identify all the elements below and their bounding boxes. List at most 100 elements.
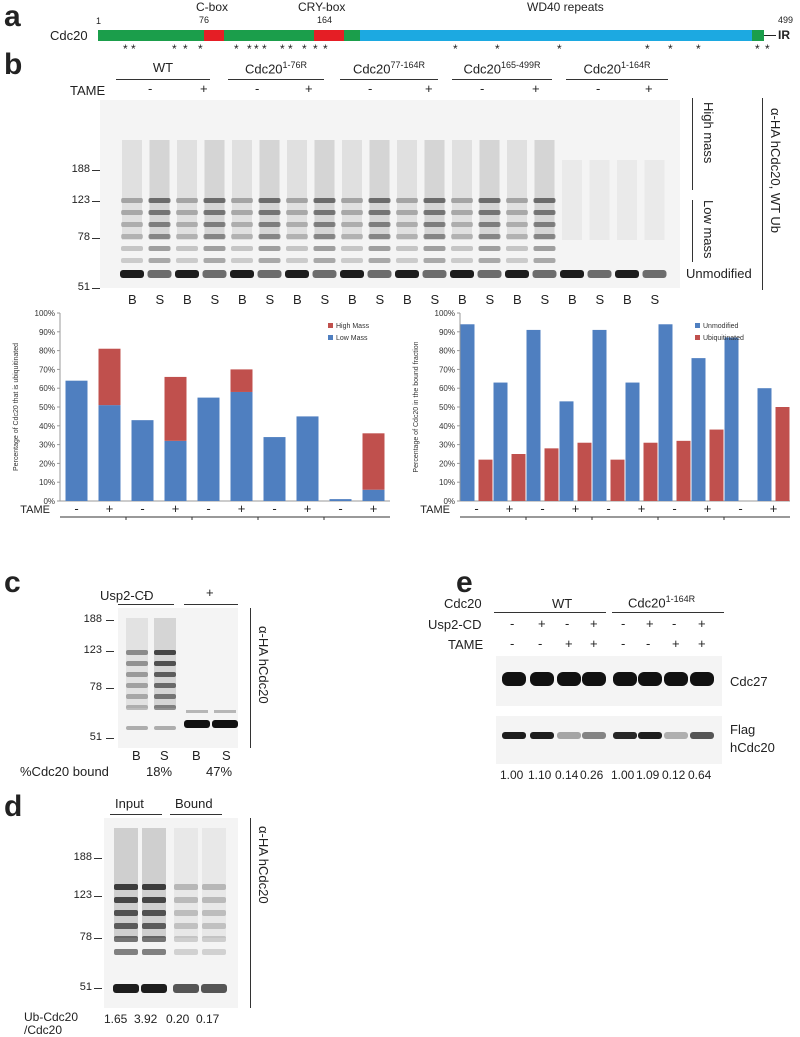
gel-band (154, 672, 176, 677)
y-tick-label: 20% (39, 459, 55, 468)
lysine-asterisk: * (302, 42, 307, 56)
usp2-minus: - (143, 587, 148, 602)
high-mass-label: High mass (701, 102, 716, 164)
gel-band (203, 222, 226, 227)
ratio-value: 0.20 (166, 1012, 190, 1026)
usp2-plus-line (184, 604, 238, 605)
mw-marker: 78 (77, 231, 90, 243)
legend-label: Ubiquitinated (703, 335, 744, 342)
flag-label-2: hCdc20 (730, 740, 775, 755)
gel-band-unmodified (505, 270, 529, 278)
bar-high-mass (230, 369, 253, 392)
gel-band (203, 210, 226, 215)
gel-band (423, 258, 446, 263)
antibody-bracket-c (250, 608, 251, 748)
bar-unmodified (526, 329, 541, 501)
gel-band (533, 210, 556, 215)
group-label: Cdc201-164R (566, 60, 668, 76)
low-mass-label: Low mass (701, 200, 716, 259)
ratio-value: 0.17 (196, 1012, 220, 1026)
mw-tick (106, 688, 114, 689)
antibody-label-c: α-HA hCdc20 (256, 626, 271, 704)
gel-band-unmodified (340, 270, 364, 278)
group-sup: 77-164R (390, 60, 426, 70)
lysine-asterisk: * (313, 42, 318, 56)
gel-band-unmodified (120, 270, 144, 278)
group-label: Cdc20165-499R (452, 60, 552, 76)
gel-band (258, 234, 281, 239)
group-line (452, 79, 552, 80)
crybox-label: CRY-box (298, 0, 346, 14)
tame-sign: + (532, 81, 540, 96)
mw-tick (92, 238, 100, 239)
tame-sign: - (255, 81, 260, 96)
cbox-label: C-box (196, 0, 229, 14)
mw-marker: 188 (83, 613, 102, 625)
bar-low-mass (164, 440, 187, 501)
mw-marker: 51 (89, 731, 102, 743)
mw-marker: 123 (71, 194, 90, 206)
usp2-label-e: Usp2-CD (428, 617, 482, 632)
gel-band (174, 884, 198, 890)
gel-band (478, 246, 501, 251)
gel-band (202, 884, 226, 890)
usp2-sign: - (672, 616, 677, 631)
gel-band-cdc27 (664, 672, 688, 686)
y-tick-label: 60% (39, 384, 55, 393)
domain-green-2 (224, 30, 314, 41)
lane-label: B (568, 292, 577, 307)
gel-band (286, 210, 308, 215)
gel-band-unmodified (615, 270, 639, 278)
position-164: 164 (317, 15, 333, 25)
y-tick-label: 10% (39, 478, 55, 487)
lane-label: S (650, 292, 660, 307)
gel-band (506, 222, 528, 227)
gel-band (341, 246, 363, 251)
tame-sign: + (425, 81, 433, 96)
gel-band-unmodified (126, 726, 148, 730)
gel-band (533, 222, 556, 227)
gel-band (423, 210, 446, 215)
bar-low-mass (362, 489, 385, 501)
legend-swatch (695, 323, 700, 328)
group-sup: 1-76R (282, 60, 308, 70)
gel-smear (174, 828, 198, 938)
wt-label-e: WT (552, 596, 573, 611)
gel-band (154, 694, 176, 699)
gel-band (478, 234, 501, 239)
bar-ubiquitinated (643, 442, 658, 501)
gel-band (176, 222, 198, 227)
tame-sign: - (621, 636, 626, 651)
bar-unmodified (493, 382, 508, 501)
gel-smear (507, 140, 527, 240)
gel-band-unmodified (560, 270, 584, 278)
quant-value: 0.64 (688, 768, 712, 782)
gel-band (121, 234, 143, 239)
lane-label: S (155, 292, 165, 307)
gel-band (423, 222, 446, 227)
tame-sign: - (148, 81, 153, 96)
gel-band (396, 222, 418, 227)
gel-band (506, 258, 528, 263)
legend-swatch (695, 335, 700, 340)
bar-unmodified (658, 324, 673, 501)
lane-label: S (485, 292, 495, 307)
gel-band (506, 234, 528, 239)
gel-band (258, 258, 281, 263)
gel-band (176, 198, 198, 203)
lane-label: B (348, 292, 357, 307)
gel-band-unmodified (312, 270, 337, 278)
unmodified-label: Unmodified (686, 266, 752, 281)
gel-smear (617, 160, 637, 240)
bar-ubiquitinated (478, 459, 493, 501)
gel-band-flag (690, 732, 714, 739)
gel-band (148, 246, 171, 251)
gel-band (341, 210, 363, 215)
lysine-asterisk: * (453, 42, 458, 56)
gel-band (313, 222, 336, 227)
y-tick-label: 60% (439, 384, 455, 393)
bound-label-c: %Cdc20 bound (20, 764, 109, 779)
ratio-label-2: /Cdc20 (24, 1023, 63, 1037)
bound-value-2: 47% (206, 764, 233, 779)
antibody-label-b: α-HA hCdc20, WT Ub (768, 108, 783, 234)
